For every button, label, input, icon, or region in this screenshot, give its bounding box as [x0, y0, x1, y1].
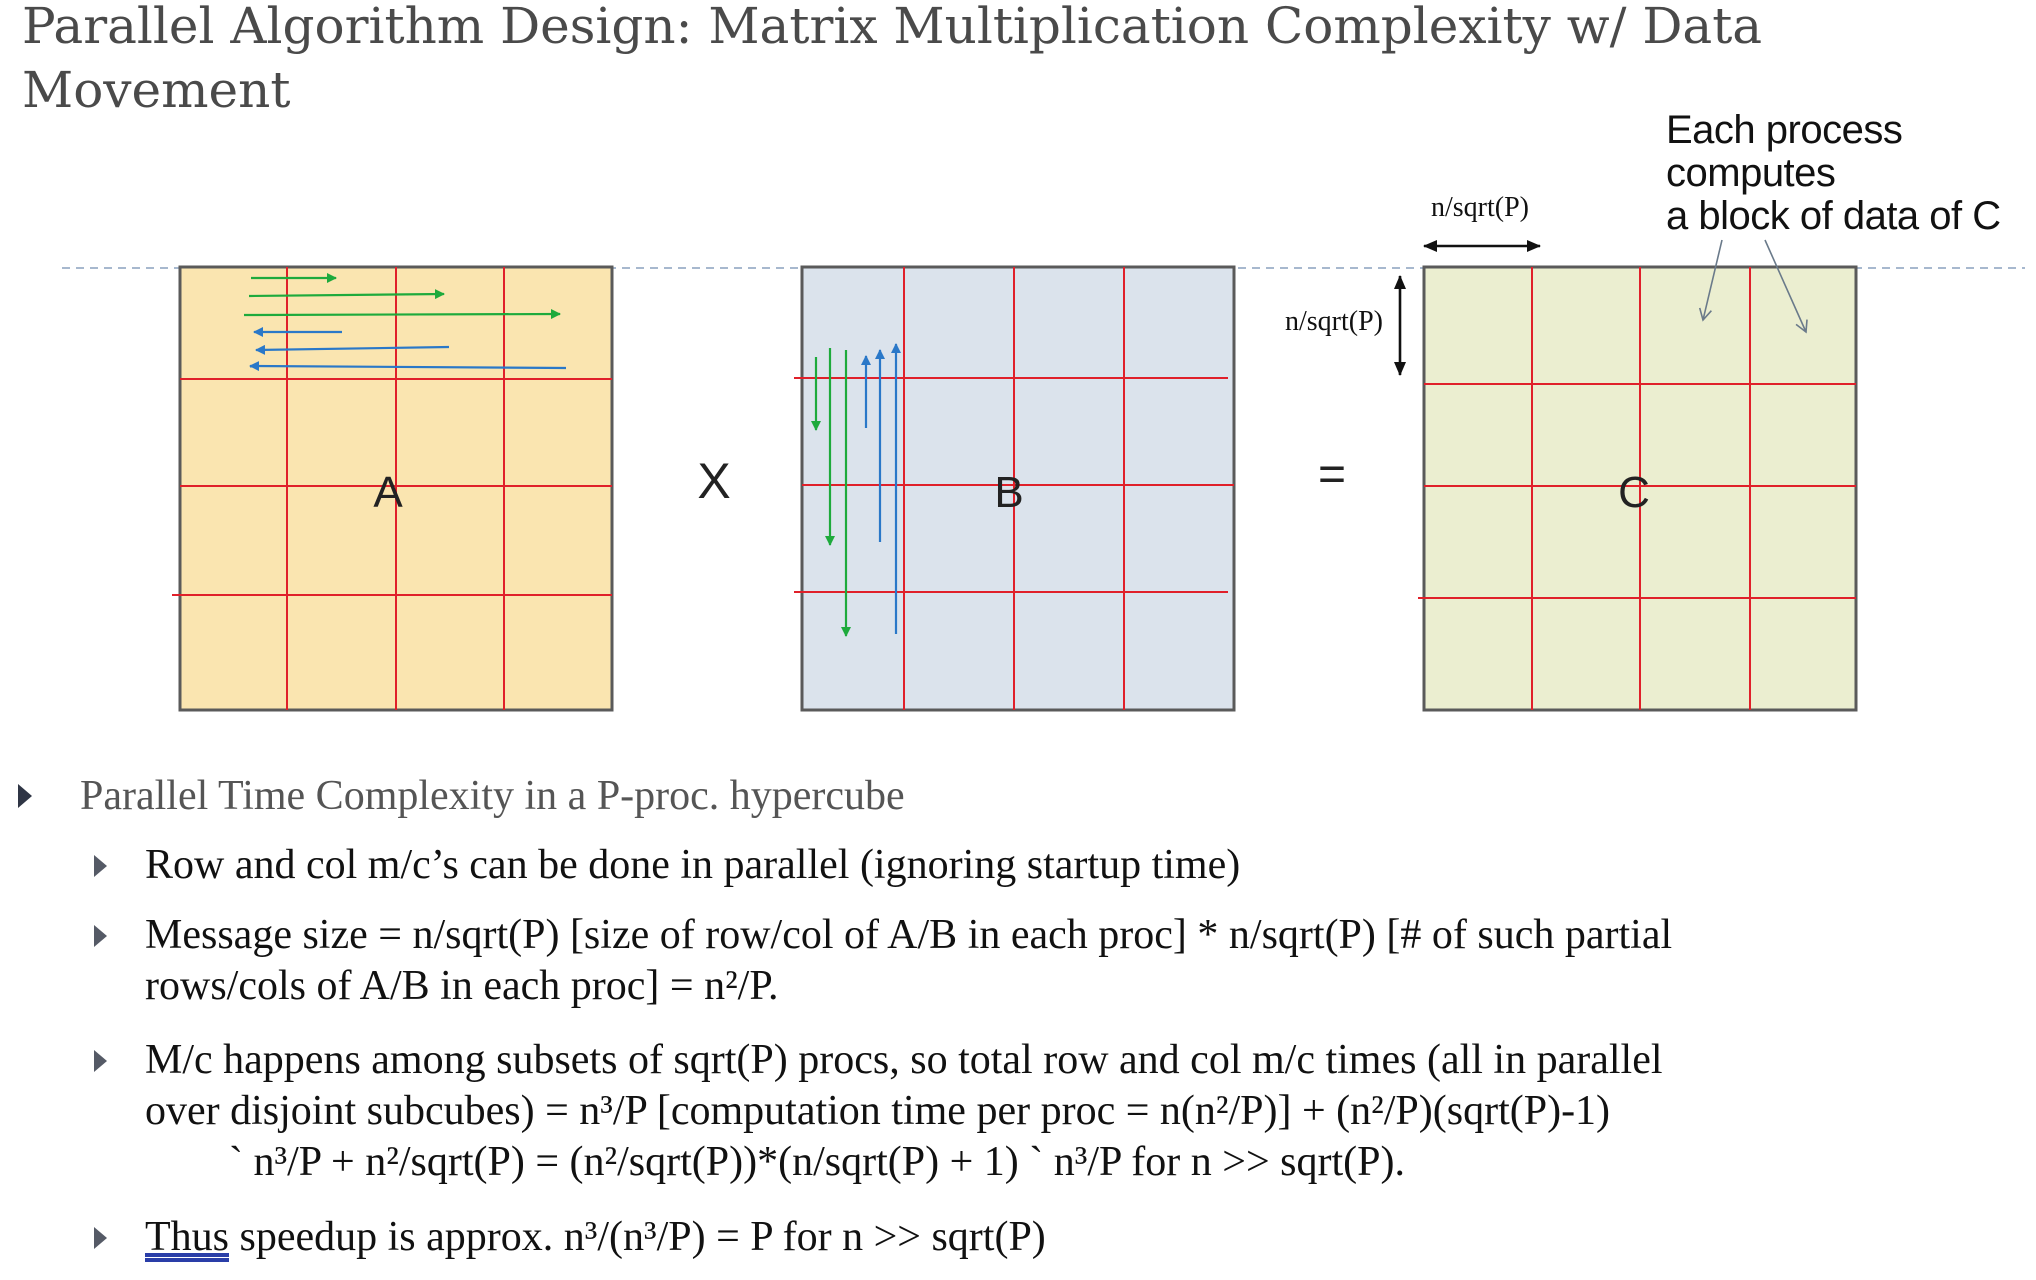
bullet-marker-icon	[94, 1227, 107, 1249]
bullet-text-rest: speedup is approx. n³/(n³/P) = P for n >…	[229, 1214, 1046, 1260]
bullet-marker-icon	[94, 855, 107, 877]
matrix-c-label: C	[1618, 468, 1650, 517]
block-width-dimension: n/sqrt(P)	[1423, 192, 1541, 252]
process-block-annotation: Each process computes a block of data of…	[1666, 108, 2001, 334]
matrix-a: A	[172, 265, 614, 712]
equals-symbol: =	[1318, 448, 1346, 501]
matrix-b-box	[800, 265, 1236, 712]
annotation-line-3: a block of data of C	[1666, 194, 2001, 238]
slide-title: Parallel Algorithm Design: Matrix Multip…	[22, 0, 1982, 122]
matrix-c: C	[1418, 265, 1858, 712]
bullet-text-line: over disjoint subcubes) = n³/P [computat…	[145, 1088, 1611, 1134]
column-shift-arrows	[811, 343, 901, 637]
thus-underlined-word: Thus	[145, 1214, 229, 1260]
bullet-parallel-time-complexity: Parallel Time Complexity in a P-proc. hy…	[80, 773, 905, 819]
green-arrow	[243, 309, 561, 320]
blue-arrow	[255, 344, 450, 355]
annotation-pointer	[1698, 239, 1723, 322]
bullet-speedup: Thus speedup is approx. n³/(n³/P) = P fo…	[145, 1212, 2015, 1263]
bullet-marker-icon	[94, 925, 107, 947]
annotation-line-1: Each process	[1666, 108, 1902, 152]
annotation-line-2: computes	[1666, 151, 1835, 195]
block-height-label: n/sqrt(P)	[1285, 306, 1383, 337]
bullet-marker-icon	[18, 784, 32, 808]
matrix-b: B	[794, 265, 1236, 712]
bullet-text-line: Message size = n/sqrt(P) [size of row/co…	[145, 912, 1673, 958]
row-shift-arrows	[243, 273, 567, 372]
slide-title-line-1: Parallel Algorithm Design: Matrix Multip…	[22, 0, 1763, 55]
svg-text:Each process computes: Each process computes a block of data of…	[1666, 108, 2001, 238]
green-arrow	[248, 289, 445, 300]
annotation-pointer	[1764, 239, 1808, 334]
block-height-dimension: n/sqrt(P)	[1285, 275, 1406, 376]
matrix-a-grid	[172, 267, 612, 710]
blue-arrow	[249, 361, 567, 372]
block-width-label: n/sqrt(P)	[1431, 192, 1529, 223]
bullet-marker-icon	[94, 1050, 107, 1072]
bullet-row-col-mc: Row and col m/c’s can be done in paralle…	[145, 840, 2015, 891]
times-symbol: X	[697, 453, 730, 509]
slide-title-line-2: Movement	[22, 61, 291, 119]
matrix-multiplication-diagram: A X B =	[62, 108, 2025, 712]
bullet-text-line: Row and col m/c’s can be done in paralle…	[145, 842, 1241, 888]
bullet-text-line: M/c happens among subsets of sqrt(P) pro…	[145, 1037, 1663, 1083]
matrix-a-label: A	[373, 468, 403, 517]
bullet-text-line: rows/cols of A/B in each proc] = n²/P.	[145, 963, 779, 1009]
bullet-message-size: Message size = n/sqrt(P) [size of row/co…	[145, 910, 2015, 1012]
matrix-b-label: B	[994, 468, 1023, 517]
matrix-c-grid	[1418, 267, 1856, 710]
bullet-text-line: ` n³/P + n²/sqrt(P) = (n²/sqrt(P))*(n/sq…	[229, 1139, 1405, 1185]
bullet-mc-subsets: M/c happens among subsets of sqrt(P) pro…	[145, 1035, 2015, 1188]
